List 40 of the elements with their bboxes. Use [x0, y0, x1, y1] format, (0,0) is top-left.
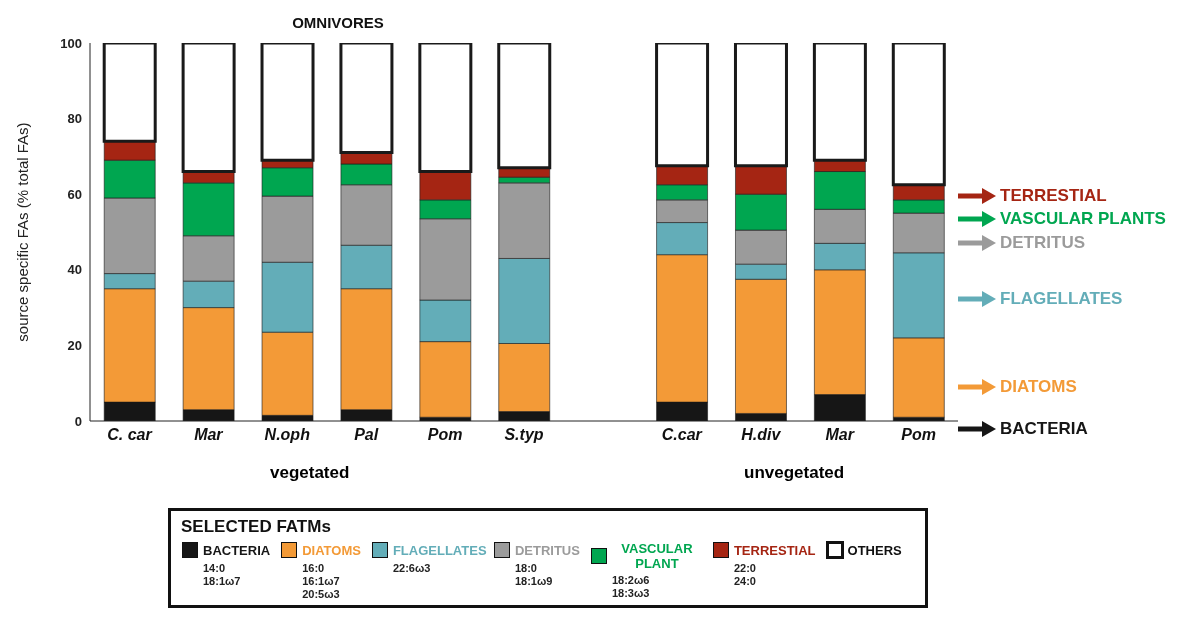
legend-label: VASCULAR PLANT	[620, 541, 694, 571]
text: 18:2ω6 18:3ω3	[611, 574, 650, 600]
text: unvegetated	[744, 463, 845, 483]
y-tick-label: 40	[67, 262, 82, 278]
x-tick-label: C.car	[661, 426, 703, 444]
legend-label: DETRITUS	[514, 542, 580, 558]
x-tick-label: S.typ	[504, 426, 544, 444]
x-tick-label: Mar	[825, 426, 855, 444]
y-tick-label: 0	[74, 413, 82, 429]
text: 22:0 24:0	[733, 562, 756, 588]
legend-label: TERRESTIAL	[733, 542, 816, 558]
x-tick-label: Mar	[194, 426, 224, 444]
x-tick-label: N.oph	[264, 426, 311, 444]
text: TERRESTIAL	[1000, 186, 1107, 206]
legend-label: BACTERIA	[203, 542, 271, 558]
text: vegetated	[270, 463, 350, 483]
x-tick-label: C. car	[107, 426, 153, 444]
text: VASCULAR PLANTS	[1000, 209, 1166, 229]
text: BACTERIA	[1000, 419, 1088, 439]
x-tick-label: Pal	[354, 426, 379, 444]
x-tick-label: H.div	[741, 426, 782, 444]
text: FLAGELLATES	[1000, 289, 1123, 309]
legend-title: SELECTED FATMs	[181, 517, 332, 537]
text: DIATOMS	[1000, 377, 1077, 397]
y-tick-label: 100	[60, 35, 82, 51]
legend-label: OTHERS	[847, 542, 902, 558]
x-tick-label: Pom	[901, 426, 936, 444]
y-tick-label: 60	[67, 186, 82, 202]
legend-label: DIATOMS	[302, 542, 361, 558]
text: 22:6ω3	[392, 562, 431, 575]
chart-title: OMNIVORES	[292, 14, 384, 31]
y-axis-title: source specific FAs (% total FAs)	[14, 122, 32, 342]
text: 14:0 18:1ω7	[203, 562, 241, 588]
text: 16:0 16:1ω7 20:5ω3	[302, 562, 340, 601]
y-tick-label: 80	[67, 111, 82, 127]
text: DETRITUS	[1000, 233, 1085, 253]
text: 18:0 18:1ω9	[514, 562, 553, 588]
x-tick-label: Pom	[427, 426, 463, 444]
legend-label: FLAGELLATES	[392, 542, 487, 558]
y-tick-label: 20	[67, 338, 82, 354]
